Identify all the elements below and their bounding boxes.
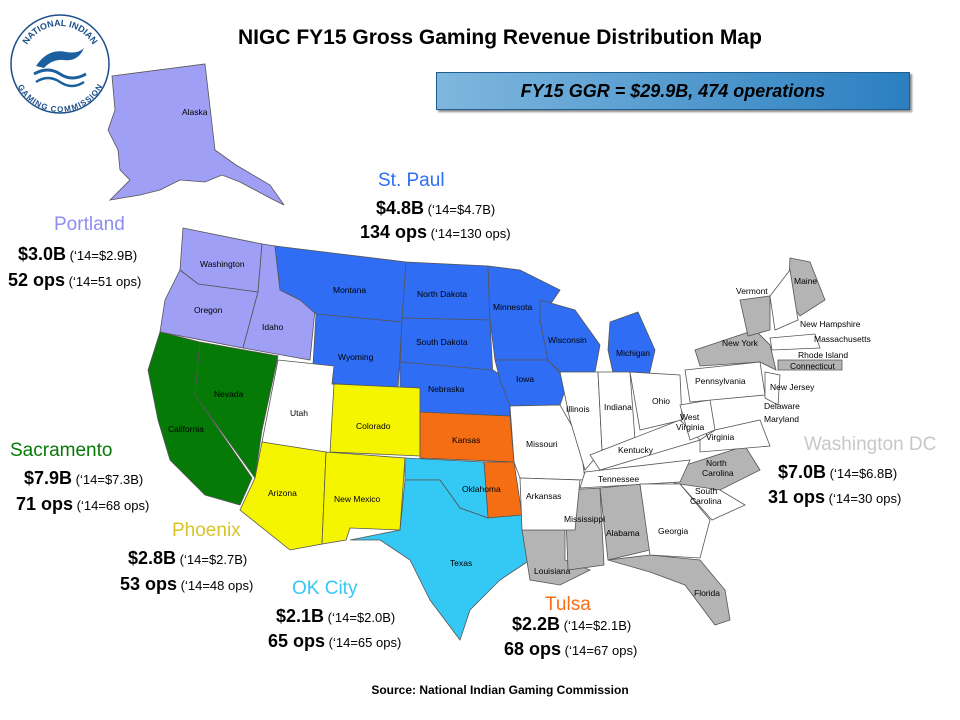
label-delaware: Delaware (764, 401, 800, 411)
label-vermont: Vermont (736, 286, 768, 296)
label-iowa: Iowa (516, 374, 534, 384)
state-alaska (107, 63, 285, 206)
region-st-paul-ops: 134 ops (‘14=130 ops) (360, 222, 511, 242)
label-virginia: Virginia (706, 432, 734, 442)
label-west-virginia-1: West (680, 412, 700, 422)
label-arizona: Arizona (268, 488, 297, 498)
region-washington-dc-ops: 31 ops (‘14=30 ops) (768, 487, 902, 507)
label-south-carolina-1: South (695, 486, 717, 496)
label-arkansas: Arkansas (526, 491, 561, 501)
state-michigan (607, 311, 656, 383)
region-washington-dc-name: Washington DC (804, 434, 937, 455)
label-georgia: Georgia (658, 526, 689, 536)
label-texas: Texas (450, 558, 472, 568)
state-connecticut (777, 359, 843, 371)
label-indiana: Indiana (604, 402, 632, 412)
label-missouri: Missouri (526, 439, 558, 449)
label-massachusetts: Massachusetts (814, 334, 871, 344)
state-new-jersey (764, 371, 781, 406)
label-new-york: New York (722, 338, 759, 348)
state-south-carolina (678, 483, 746, 521)
label-michigan: Michigan (616, 348, 650, 358)
source-note: Source: National Indian Gaming Commissio… (371, 683, 629, 697)
label-west-virginia-2: Virginia (676, 422, 704, 432)
label-south-carolina-2: Carolina (690, 496, 722, 506)
summary-banner: FY15 GGR = $29.9B, 474 operations (436, 72, 910, 110)
state-new-york (694, 329, 777, 371)
label-kentucky: Kentucky (618, 445, 654, 455)
label-alaska: Alaska (182, 107, 208, 117)
region-phoenix-revenue: $2.8B (‘14=$2.7B) (128, 548, 248, 568)
label-north-carolina-1: North (706, 458, 727, 468)
region-portland-name: Portland (54, 214, 125, 235)
state-vermont (739, 295, 771, 337)
state-texas (349, 479, 531, 641)
label-florida: Florida (694, 588, 720, 598)
label-minnesota: Minnesota (493, 302, 532, 312)
region-sacramento-name: Sacramento (10, 440, 113, 461)
page-title: NIGC FY15 Gross Gaming Revenue Distribut… (238, 26, 762, 49)
label-illinois: Illinois (566, 404, 590, 414)
state-new-hampshire (769, 269, 799, 331)
nigc-logo: NATIONAL INDIAN GAMING COMMISSION (10, 14, 110, 114)
label-montana: Montana (333, 285, 366, 295)
region-tulsa-revenue: $2.2B (‘14=$2.1B) (512, 614, 632, 634)
region-ok-city-ops: 65 ops (‘14=65 ops) (268, 631, 402, 651)
state-ohio (629, 371, 683, 431)
label-wisconsin: Wisconsin (548, 335, 587, 345)
region-sacramento-revenue: $7.9B (‘14=$7.3B) (24, 468, 144, 488)
label-mississippi: Mississippi (564, 514, 605, 524)
label-new-jersey: New Jersey (770, 382, 815, 392)
label-tennessee: Tennessee (598, 474, 639, 484)
state-virginia (699, 419, 771, 453)
label-north-carolina-2: Carolina (702, 468, 734, 478)
state-colorado (329, 383, 421, 457)
label-alabama: Alabama (606, 528, 640, 538)
label-maine: Maine (794, 276, 817, 286)
label-kansas: Kansas (452, 435, 480, 445)
region-st-paul-name: St. Paul (378, 170, 445, 191)
label-oregon: Oregon (194, 305, 223, 315)
region-portland-revenue: $3.0B (‘14=$2.9B) (18, 244, 138, 264)
label-idaho: Idaho (262, 322, 284, 332)
label-nebraska: Nebraska (428, 384, 465, 394)
region-phoenix-name: Phoenix (172, 520, 241, 541)
label-connecticut: Connecticut (790, 361, 836, 371)
region-tulsa-ops: 68 ops (‘14=67 ops) (504, 639, 638, 659)
region-portland-ops: 52 ops (‘14=51 ops) (8, 270, 142, 290)
state-arkansas (519, 477, 581, 531)
label-wyoming: Wyoming (338, 352, 374, 362)
eagle-icon (36, 48, 84, 68)
label-california: California (168, 424, 204, 434)
label-new-mexico: New Mexico (334, 494, 381, 504)
label-washington: Washington (200, 259, 245, 269)
label-nevada: Nevada (214, 389, 244, 399)
label-oklahoma: Oklahoma (462, 484, 501, 494)
region-phoenix-ops: 53 ops (‘14=48 ops) (120, 574, 254, 594)
label-colorado: Colorado (356, 421, 391, 431)
region-sacramento-ops: 71 ops (‘14=68 ops) (16, 494, 150, 514)
label-louisiana: Louisiana (534, 566, 571, 576)
state-florida (607, 554, 731, 626)
label-ohio: Ohio (652, 396, 670, 406)
label-utah: Utah (290, 408, 308, 418)
region-tulsa-name: Tulsa (545, 594, 591, 615)
label-north-dakota: North Dakota (417, 289, 467, 299)
region-st-paul-revenue: $4.8B (‘14=$4.7B) (376, 198, 496, 218)
label-new-hampshire: New Hampshire (800, 319, 861, 329)
label-pennsylvania: Pennsylvania (695, 376, 746, 386)
label-maryland: Maryland (764, 414, 799, 424)
region-washington-dc-revenue: $7.0B (‘14=$6.8B) (778, 462, 898, 482)
state-georgia (639, 483, 711, 559)
label-south-dakota: South Dakota (416, 337, 468, 347)
region-ok-city-revenue: $2.1B (‘14=$2.0B) (276, 606, 396, 626)
state-tennessee (579, 459, 691, 489)
state-nevada (194, 341, 279, 480)
state-massachusetts (769, 333, 821, 351)
label-rhode-island: Rhode Island (798, 350, 848, 360)
region-ok-city-name: OK City (292, 578, 358, 599)
